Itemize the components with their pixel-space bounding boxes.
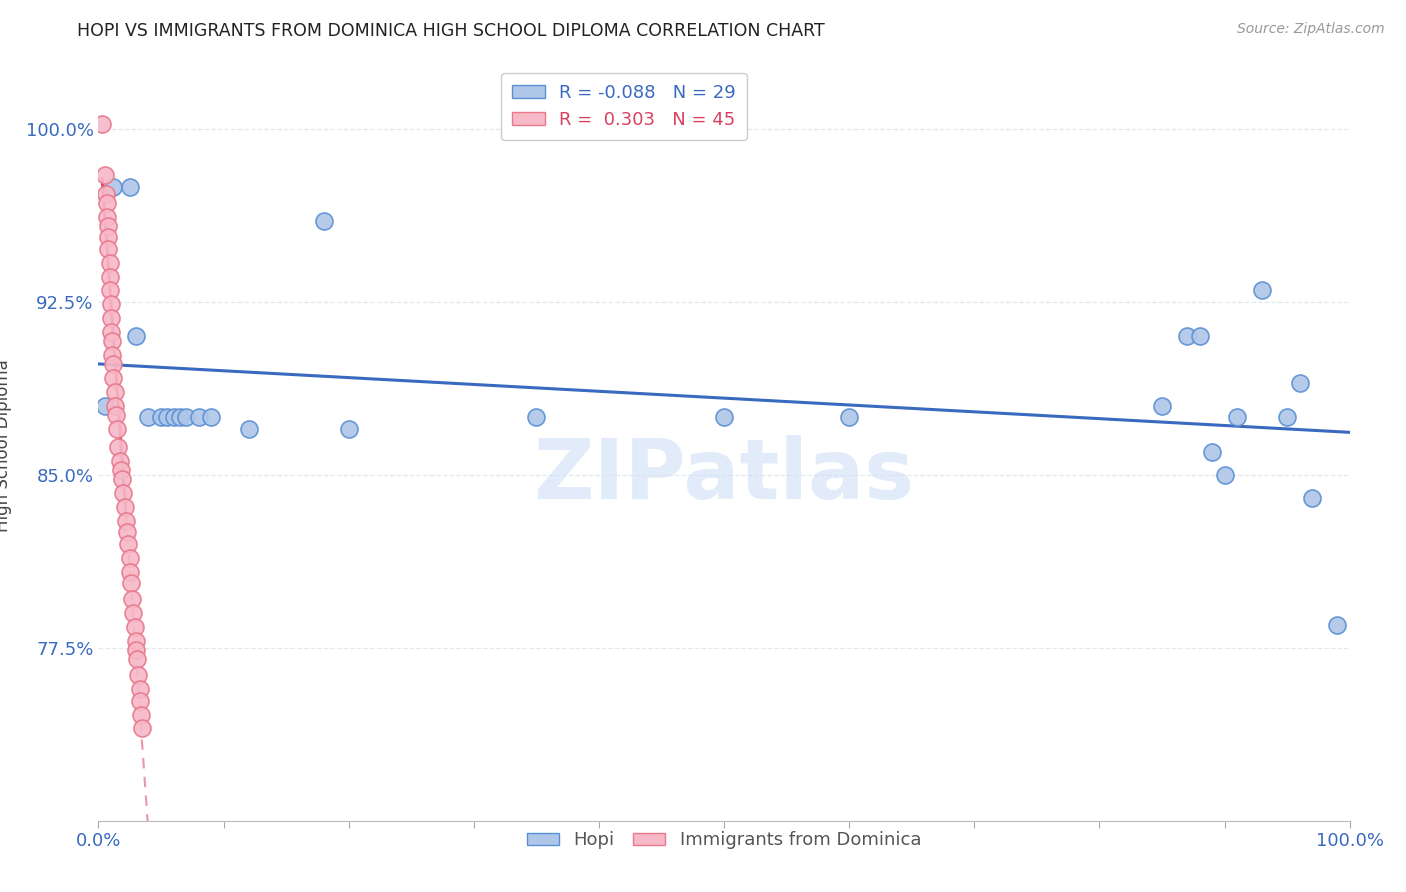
Text: Source: ZipAtlas.com: Source: ZipAtlas.com bbox=[1237, 22, 1385, 37]
Point bbox=[100, 311, 122, 326]
Legend: Hopi, Immigrants from Dominica: Hopi, Immigrants from Dominica bbox=[520, 824, 928, 856]
Point bbox=[103, 371, 125, 385]
Point bbox=[128, 682, 150, 697]
Point bbox=[91, 117, 114, 131]
Point bbox=[101, 348, 124, 362]
Point bbox=[200, 410, 222, 425]
Point bbox=[112, 486, 135, 500]
Point bbox=[125, 329, 148, 343]
Point bbox=[1301, 491, 1323, 505]
Point bbox=[312, 214, 335, 228]
Point bbox=[838, 410, 860, 425]
Point bbox=[104, 399, 127, 413]
Point bbox=[105, 422, 128, 436]
Point bbox=[1188, 329, 1211, 343]
Point bbox=[127, 668, 149, 682]
Point bbox=[104, 384, 127, 399]
Point bbox=[96, 210, 118, 224]
Point bbox=[713, 410, 735, 425]
Point bbox=[98, 284, 121, 298]
Point bbox=[97, 219, 120, 233]
Point bbox=[238, 422, 260, 436]
Point bbox=[125, 643, 148, 657]
Point bbox=[124, 620, 146, 634]
Point bbox=[125, 633, 148, 648]
Point bbox=[97, 242, 120, 256]
Point bbox=[1175, 329, 1198, 343]
Point bbox=[1288, 376, 1310, 390]
Point bbox=[174, 410, 197, 425]
Point bbox=[117, 537, 139, 551]
Y-axis label: High School Diploma: High School Diploma bbox=[0, 359, 11, 533]
Point bbox=[100, 325, 122, 339]
Point bbox=[121, 592, 143, 607]
Point bbox=[93, 399, 115, 413]
Point bbox=[94, 186, 117, 201]
Point bbox=[162, 410, 184, 425]
Point bbox=[103, 357, 125, 371]
Point bbox=[98, 256, 121, 270]
Point bbox=[98, 269, 121, 284]
Point bbox=[104, 408, 127, 422]
Point bbox=[122, 606, 145, 620]
Point bbox=[96, 195, 118, 210]
Point bbox=[1251, 284, 1274, 298]
Point bbox=[107, 440, 129, 454]
Point bbox=[118, 565, 141, 579]
Point bbox=[118, 550, 141, 565]
Point bbox=[156, 410, 179, 425]
Point bbox=[115, 525, 138, 540]
Point bbox=[1213, 467, 1236, 482]
Point bbox=[1277, 410, 1299, 425]
Point bbox=[524, 410, 547, 425]
Text: ZIPatlas: ZIPatlas bbox=[534, 435, 914, 516]
Point bbox=[97, 230, 120, 244]
Point bbox=[93, 168, 115, 182]
Point bbox=[120, 576, 142, 591]
Point bbox=[131, 722, 153, 736]
Point bbox=[118, 179, 141, 194]
Point bbox=[150, 410, 173, 425]
Point bbox=[101, 334, 124, 348]
Point bbox=[337, 422, 360, 436]
Point bbox=[127, 652, 149, 666]
Point bbox=[138, 410, 160, 425]
Point bbox=[103, 179, 125, 194]
Point bbox=[1326, 617, 1348, 632]
Point bbox=[114, 500, 136, 514]
Point bbox=[111, 472, 134, 486]
Point bbox=[169, 410, 191, 425]
Point bbox=[129, 707, 152, 722]
Text: HOPI VS IMMIGRANTS FROM DOMINICA HIGH SCHOOL DIPLOMA CORRELATION CHART: HOPI VS IMMIGRANTS FROM DOMINICA HIGH SC… bbox=[77, 22, 825, 40]
Point bbox=[1150, 399, 1173, 413]
Point bbox=[110, 463, 132, 477]
Point bbox=[1201, 444, 1223, 458]
Point bbox=[100, 297, 122, 311]
Point bbox=[187, 410, 209, 425]
Point bbox=[128, 694, 150, 708]
Point bbox=[108, 454, 131, 468]
Point bbox=[1226, 410, 1249, 425]
Point bbox=[115, 514, 138, 528]
